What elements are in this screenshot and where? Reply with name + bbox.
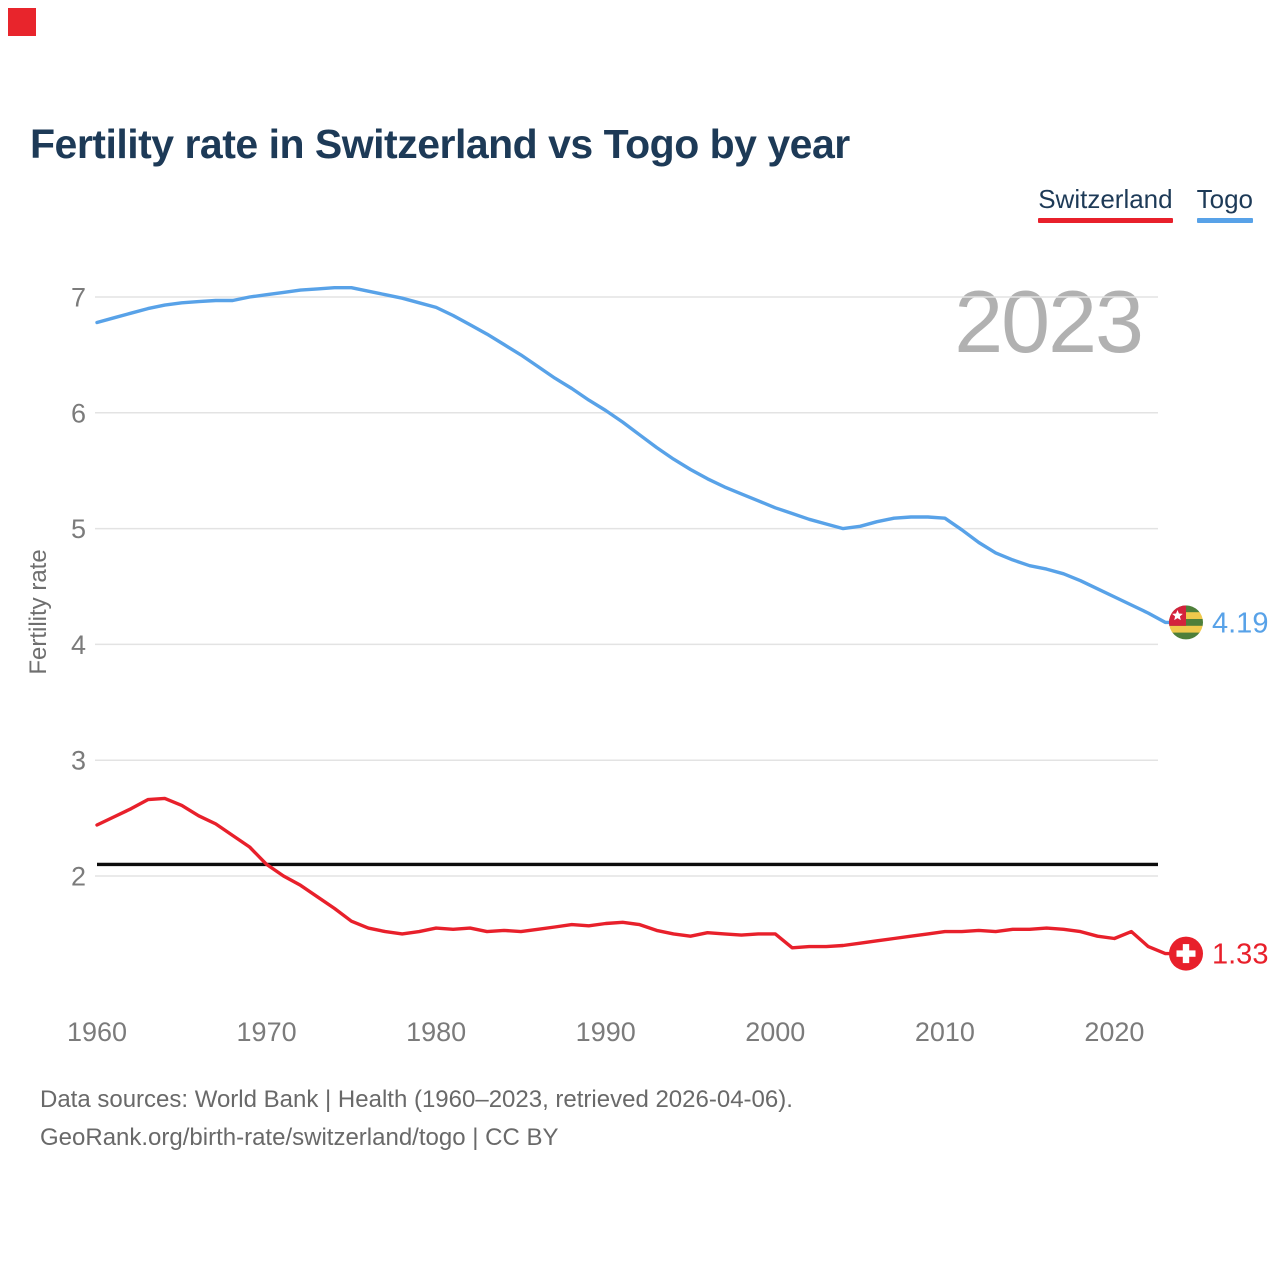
x-tick-label: 2020	[1084, 1017, 1144, 1047]
switzerland-line	[95, 796, 1173, 956]
y-axis-title: Fertility rate	[25, 549, 52, 674]
x-tick-label: 2010	[915, 1017, 975, 1047]
legend-underline	[1196, 218, 1253, 223]
togo-flag-icon	[1169, 605, 1203, 640]
y-tick-label: 5	[71, 514, 86, 544]
year-watermark: 2023	[954, 272, 1142, 371]
switzerland-flag-icon	[1169, 936, 1203, 971]
footer: Data sources: World Bank | Health (1960–…	[40, 1081, 793, 1157]
x-tick-label: 1990	[576, 1017, 636, 1047]
x-tick-label: 1980	[406, 1017, 466, 1047]
legend-item-togo[interactable]: Togo	[1196, 184, 1253, 223]
y-tick-label: 3	[71, 746, 86, 776]
y-tick-label: 4	[71, 630, 86, 660]
legend-label: Togo	[1196, 184, 1253, 214]
red-corner-marker	[8, 8, 36, 36]
x-tick-label: 2000	[745, 1017, 805, 1047]
legend-item-switzerland[interactable]: Switzerland	[1038, 184, 1173, 223]
legend-label: Switzerland	[1038, 184, 1173, 214]
footer-sources-line: Data sources: World Bank | Health (1960–…	[40, 1086, 793, 1113]
y-tick-label: 7	[71, 283, 86, 313]
togo-line	[95, 286, 1173, 625]
legend-underline	[1038, 218, 1173, 223]
y-tick-label: 2	[71, 862, 86, 892]
chart-title: Fertility rate in Switzerland vs Togo by…	[30, 121, 850, 168]
legend: Switzerland Togo	[1038, 184, 1253, 223]
switzerland-end-value: 1.33	[1212, 939, 1268, 971]
x-tick-label: 1970	[237, 1017, 297, 1047]
togo-end-value: 4.19	[1212, 607, 1268, 639]
x-tick-label: 1960	[67, 1017, 127, 1047]
footer-attribution-line: GeoRank.org/birth-rate/switzerland/togo …	[40, 1124, 559, 1151]
y-tick-label: 6	[71, 398, 86, 428]
